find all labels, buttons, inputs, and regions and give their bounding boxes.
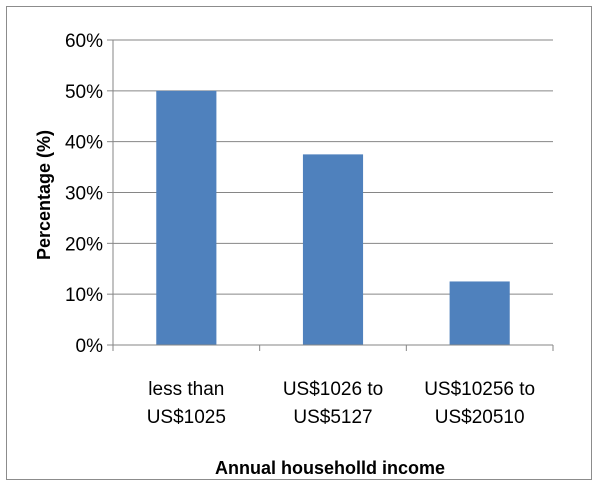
y-tick-label: 0% [76, 336, 104, 357]
x-category-label-line: US$20510 [435, 407, 525, 428]
x-category-label-line: US$1025 [147, 407, 226, 428]
x-category-labels: less than US$1025 US$1026 to US$5127 US$1025… [147, 379, 535, 428]
y-tick-label: 20% [65, 234, 103, 255]
bar [302, 154, 364, 345]
y-axis-title: Percentage (%) [34, 130, 54, 260]
x-category-label: US$1026 to US$5127 [283, 379, 383, 428]
bar [156, 90, 217, 345]
y-tick-label: 30% [65, 184, 103, 205]
x-category-label-line: US$10256 to [424, 379, 535, 400]
x-axis-title: Annual househol​ld income [215, 458, 445, 478]
x-category-label-line: US$5127 [293, 407, 372, 428]
bar [449, 281, 510, 345]
x-category-label-line: US$1026 to [283, 379, 383, 400]
y-tick-label: 10% [65, 285, 103, 306]
y-tick-labels: 0% 10% 20% 30% 40% 50% 60% [65, 31, 103, 357]
bars [156, 90, 510, 345]
x-category-label-line: less than [148, 379, 224, 400]
y-tick-label: 40% [65, 133, 103, 154]
axes [107, 39, 554, 351]
y-tick-label: 60% [65, 31, 103, 52]
y-tick-label: 50% [65, 82, 103, 103]
x-category-label: US$10256 to US$20510 [424, 379, 535, 428]
x-category-label: less than US$1025 [147, 379, 226, 428]
